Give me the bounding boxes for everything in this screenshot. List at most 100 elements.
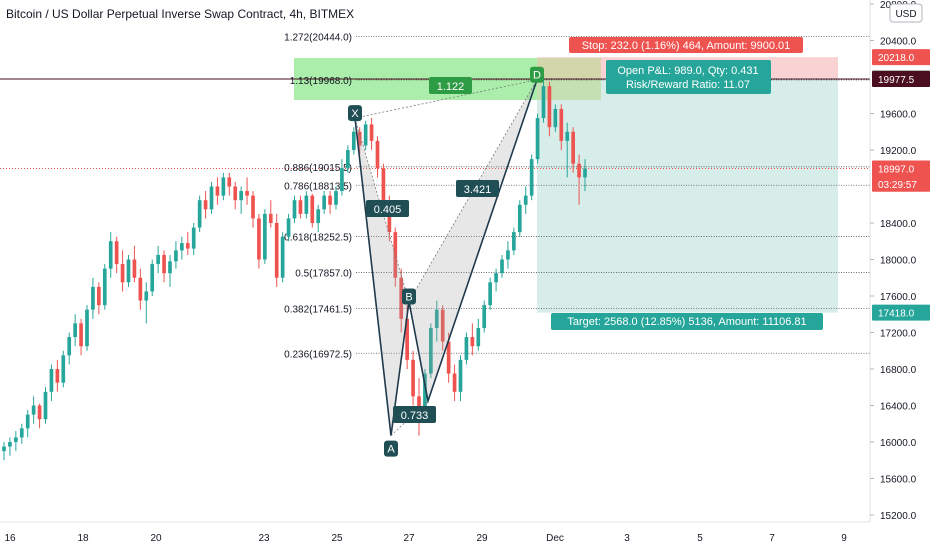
candle-body xyxy=(565,131,570,141)
pattern-ratio-label: 1.122 xyxy=(437,81,465,93)
candle-body xyxy=(458,359,463,392)
candle-body xyxy=(328,195,332,205)
candle-body xyxy=(292,200,297,219)
price-tick-label: 19200.0 xyxy=(880,146,917,157)
pnl-label-box xyxy=(606,60,771,94)
price-tick-label: 15600.0 xyxy=(880,475,917,486)
candle-body xyxy=(37,405,42,420)
candle-body xyxy=(49,369,54,392)
candle-body xyxy=(61,355,66,383)
candle-body xyxy=(535,118,540,160)
price-tag-label: 19977.5 xyxy=(878,75,915,86)
candle-body xyxy=(346,150,350,169)
candle-body xyxy=(73,323,77,338)
stop-label-box xyxy=(569,37,803,53)
candle-body xyxy=(263,213,267,260)
pattern-point-a[interactable] xyxy=(384,440,398,457)
price-tick-label: 19600.0 xyxy=(880,110,917,121)
pattern-ratio-label: 0.733 xyxy=(401,410,429,422)
candle-body xyxy=(310,195,315,223)
price-tag-label: 03:29:57 xyxy=(878,180,917,191)
candle-body xyxy=(67,337,72,356)
candle-body xyxy=(316,209,321,223)
currency-badge[interactable] xyxy=(889,3,923,23)
pattern-point-label: A xyxy=(387,444,395,456)
candle-body xyxy=(517,204,522,233)
time-tick-label: 27 xyxy=(403,533,415,544)
candle-body xyxy=(102,268,107,306)
fib-level-label: 1.272(20444.0) xyxy=(284,32,352,43)
candle-body xyxy=(274,223,279,278)
time-axis[interactable]: 16 18 20 23 25 27 29 Dec 3 5 7 9 xyxy=(0,521,870,544)
pattern-triangle-bcd xyxy=(409,79,537,401)
candle-body xyxy=(156,254,160,265)
price-tag[interactable] xyxy=(872,49,930,66)
price-axis[interactable]: 20800.020400.019600.019200.018400.018000… xyxy=(869,0,930,522)
fib-level-label: 0.382(17461.5) xyxy=(284,305,352,316)
candle-body xyxy=(174,250,178,262)
pattern-ratio-badge xyxy=(393,406,436,423)
candle-body xyxy=(2,446,6,452)
fib-level-label: 0.236(16972.5) xyxy=(284,349,352,360)
candle-body xyxy=(547,86,552,128)
price-tag[interactable] xyxy=(872,160,930,177)
candle-body xyxy=(25,414,30,429)
pattern-ratio-label: 3.421 xyxy=(464,184,492,196)
candle-body xyxy=(85,309,89,347)
candle-body xyxy=(132,259,137,278)
candle-body xyxy=(559,108,564,141)
pattern-ratio-badge xyxy=(429,77,472,94)
pnl-label: Open P&L: 989.0, Qty: 0.431 xyxy=(617,65,758,77)
price-tick-label: 16000.0 xyxy=(880,438,917,449)
currency-label: USD xyxy=(895,9,916,20)
candle-body xyxy=(233,186,238,201)
candle-body xyxy=(245,191,249,196)
pattern-ratio-badge xyxy=(366,200,409,217)
candle-body xyxy=(387,204,392,233)
candle-body xyxy=(91,286,95,310)
time-tick-label: 16 xyxy=(4,533,16,544)
time-tick-label: 29 xyxy=(476,533,488,544)
candle-body xyxy=(417,396,421,415)
pattern-ratio-line xyxy=(354,79,538,119)
candle-body xyxy=(583,168,587,178)
pattern-point-x[interactable] xyxy=(348,105,362,122)
candle-body xyxy=(381,168,386,205)
pattern-point-b[interactable] xyxy=(402,288,416,305)
price-tag[interactable] xyxy=(872,71,930,88)
price-tag-label: 18997.0 xyxy=(878,165,915,176)
candle-body xyxy=(304,195,309,214)
candle-body xyxy=(446,341,451,374)
candle-body xyxy=(357,131,362,146)
candle-body xyxy=(227,177,232,187)
rr-label: Risk/Reward Ratio: 11.07 xyxy=(626,79,750,91)
candle-body xyxy=(512,232,516,251)
candle-body xyxy=(126,259,131,283)
price-tag[interactable] xyxy=(872,175,930,192)
candle-body xyxy=(399,277,404,319)
candle-body xyxy=(375,140,380,169)
price-tag[interactable] xyxy=(872,304,930,321)
candle-body xyxy=(191,227,196,249)
candle-body xyxy=(14,437,18,442)
time-tick-label: 3 xyxy=(624,533,630,544)
candle-body xyxy=(120,264,125,283)
price-tick-label: 15200.0 xyxy=(880,511,917,522)
candle-body xyxy=(239,191,243,201)
candle-body xyxy=(434,309,439,328)
candle-body xyxy=(541,86,546,119)
candle-body xyxy=(440,309,445,342)
candle-body xyxy=(363,124,368,146)
candle-body xyxy=(429,327,433,374)
pattern-point-d[interactable] xyxy=(530,66,544,83)
stop-label: Stop: 232.0 (1.16%) 464, Amount: 9900.01 xyxy=(582,40,791,52)
candle-body xyxy=(393,232,398,278)
candle-body xyxy=(280,236,285,278)
candle-body xyxy=(185,243,190,249)
chart-labels: Stop: 232.0 (1.16%) 464, Amount: 9900.01… xyxy=(551,37,823,330)
fib-level-label: 0.886(19015.5) xyxy=(284,163,352,174)
candles xyxy=(2,79,587,461)
candle-body xyxy=(351,131,356,150)
